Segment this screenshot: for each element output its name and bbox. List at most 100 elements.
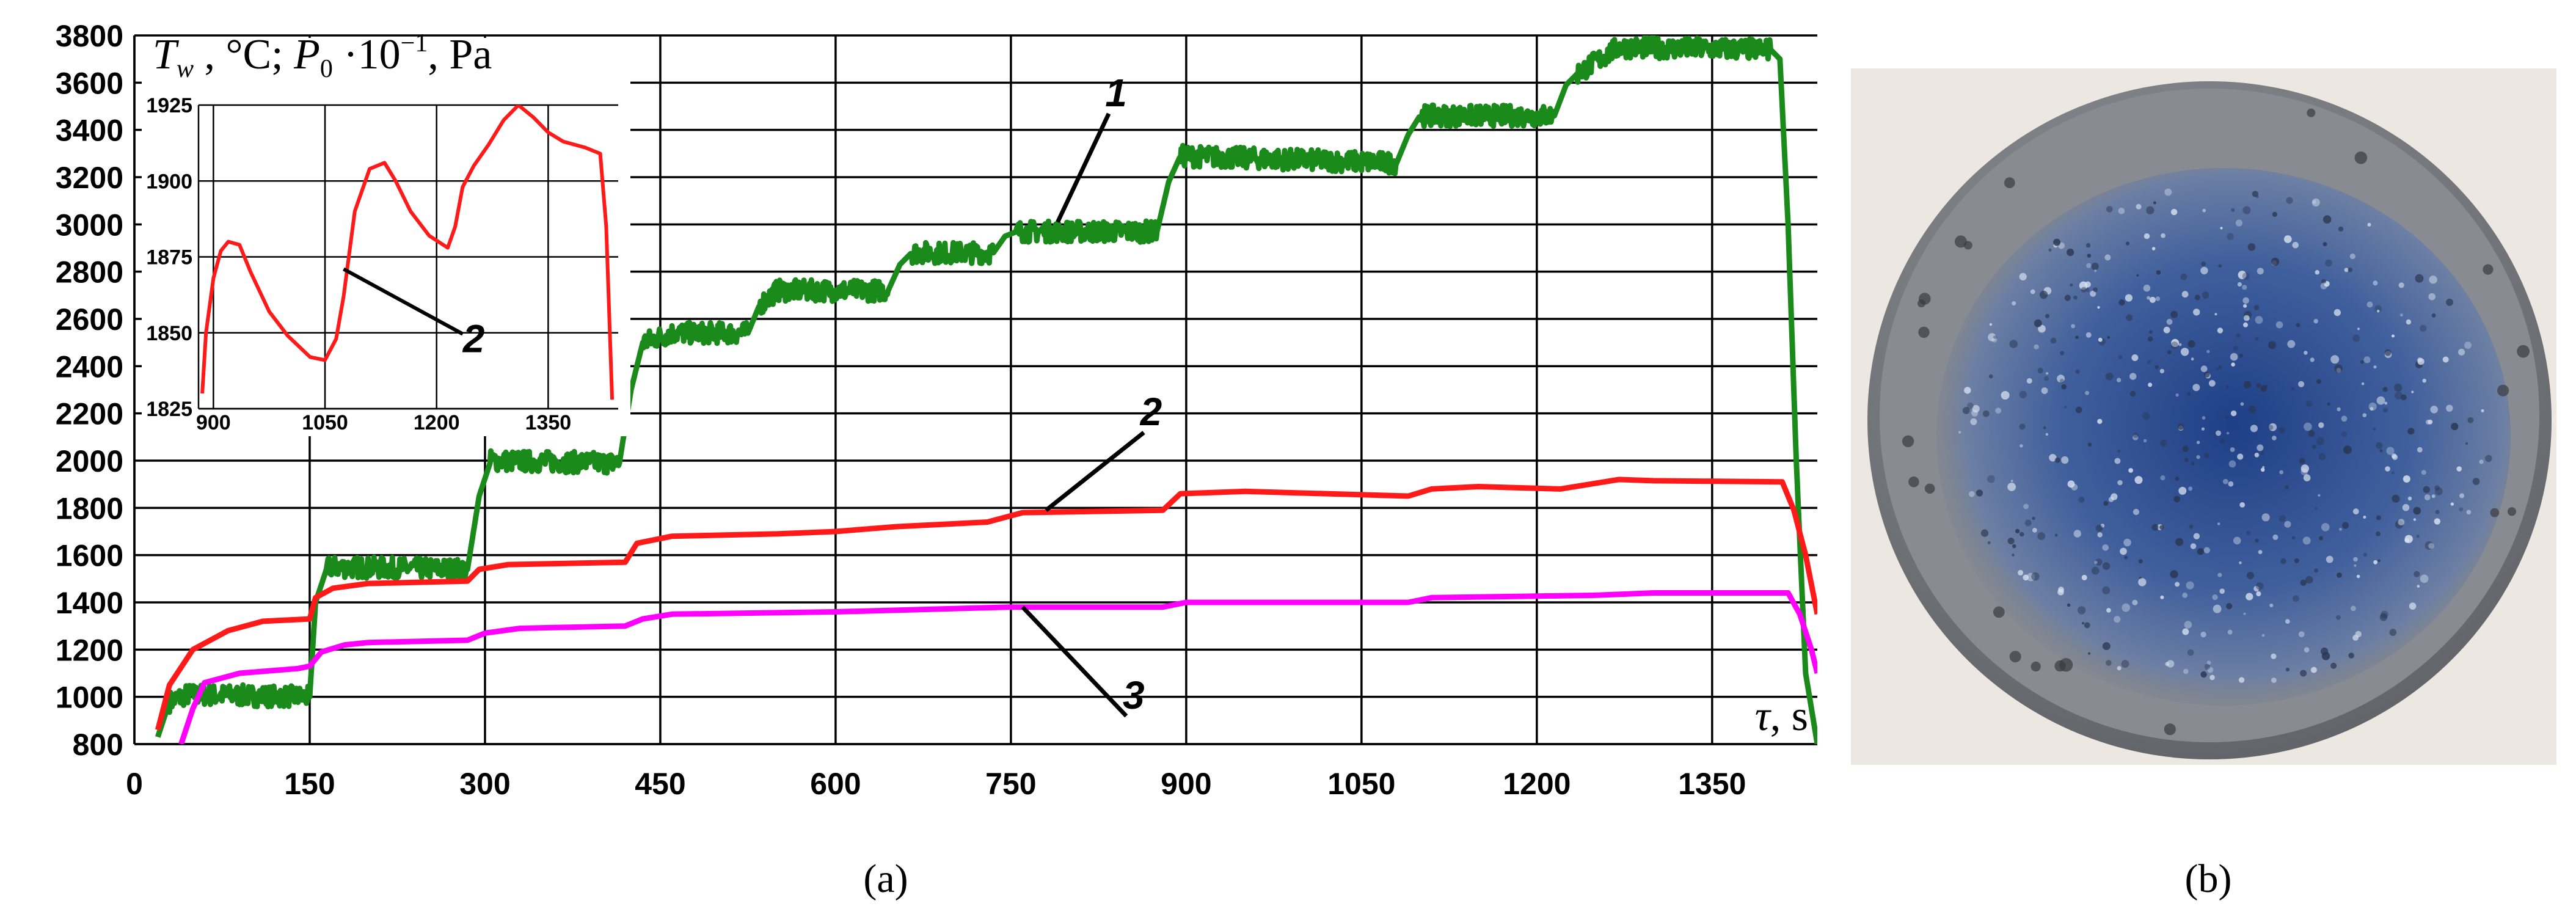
photo-speckle: [2128, 468, 2134, 473]
main-y-ticks: 800 1000 1200 1400 1600 1800 2000 2200 2400 2600 2…: [56, 19, 123, 762]
photo-speckle: [2279, 470, 2284, 475]
photo-speckle: [2098, 337, 2103, 342]
photo-speckle: [2257, 444, 2264, 451]
photo-speckle: [2071, 324, 2076, 329]
photo-speckle: [2367, 222, 2371, 227]
photo-speckle: [2202, 291, 2209, 299]
photo-speckle: [2446, 298, 2454, 306]
photo-speckle: [2255, 582, 2264, 590]
photo-speckle: [2272, 436, 2277, 440]
photo-speckle: [2118, 299, 2125, 306]
main-annotations: 1 2 3: [1021, 71, 1162, 718]
photo-speckle: [2481, 409, 2484, 412]
x-tick-label-900: 900: [1161, 767, 1211, 801]
photo-speckle: [2256, 195, 2259, 199]
photo-speckle: [2327, 402, 2330, 406]
photo-speckle: [2220, 227, 2223, 230]
photo-speckle: [2106, 660, 2112, 666]
photo-edge-pit: [1924, 483, 1935, 494]
photo-speckle: [2242, 297, 2249, 304]
photo-speckle: [2122, 603, 2131, 612]
y-tick-label-1850: 1850: [146, 322, 192, 345]
panel-b-label: (b): [2185, 857, 2232, 901]
photo-speckle: [2373, 428, 2376, 431]
photo-speckle: [2236, 333, 2241, 338]
photo-speckle: [2200, 365, 2208, 373]
photo-speckle: [2429, 276, 2437, 284]
photo-speckle: [2253, 586, 2260, 592]
photo-speckle: [2129, 390, 2136, 397]
photo-speckle: [2428, 419, 2433, 425]
photo-speckle: [2321, 652, 2330, 660]
photo-speckle: [2184, 621, 2192, 629]
photo-speckle: [2467, 417, 2474, 423]
photo-speckle: [2160, 475, 2166, 481]
photo-speckle: [2254, 453, 2260, 458]
photo-speckle: [2114, 458, 2121, 464]
photo-speckle: [2280, 558, 2286, 564]
photo-speckle: [2246, 530, 2251, 535]
photo-speckle: [2197, 548, 2204, 555]
y-tick-label-3400: 3400: [56, 114, 123, 148]
photo-speckle: [2026, 378, 2032, 384]
photo-speckle: [2084, 622, 2090, 629]
photo-edge-pit: [1908, 476, 1919, 488]
photo-speckle: [1988, 374, 1993, 379]
photo-speckle: [2120, 547, 2127, 555]
photo-speckle: [2344, 268, 2349, 272]
photo-speckle: [2322, 215, 2332, 224]
photo-edge-pit: [2507, 507, 2517, 516]
photo-speckle: [2318, 422, 2324, 428]
photo-speckle: [2314, 568, 2319, 573]
x-tick-label-750: 750: [985, 767, 1036, 801]
photo-speckle: [2153, 201, 2156, 205]
photo-speckle: [2160, 439, 2167, 447]
photo-edge-pit: [2517, 345, 2530, 358]
photo-speckle: [2304, 351, 2308, 355]
annotation-label-3: 3: [1123, 673, 1145, 717]
photo-speckle: [2175, 393, 2179, 397]
photo-speckle: [1968, 491, 1975, 497]
photo-speckle: [2376, 310, 2380, 313]
photo-speckle: [2312, 200, 2316, 204]
photo-speckle: [2451, 423, 2459, 431]
x-tick-label-600: 600: [810, 767, 861, 801]
y-tick-label-2200: 2200: [56, 397, 123, 431]
photo-speckle: [1995, 407, 2002, 414]
photo-speckle: [1964, 387, 1971, 394]
photo-speckle: [2356, 574, 2360, 579]
photo-speckle: [2243, 612, 2246, 615]
photo-speckle: [2067, 480, 2075, 488]
photo-speckle: [2111, 493, 2118, 500]
y-tick-label-800: 800: [73, 728, 123, 762]
y-tick-label-3800: 3800: [56, 19, 123, 53]
photo-speckle: [2260, 451, 2264, 455]
photo-speckle: [2203, 547, 2210, 553]
photo-speckle: [2102, 586, 2111, 594]
photo-speckle: [2268, 341, 2276, 349]
photo-speckle: [2379, 449, 2383, 453]
photo-speckle: [2310, 667, 2317, 673]
photo-speckle: [2081, 287, 2087, 293]
photo-speckle: [2391, 453, 2397, 459]
photo-speckle: [2024, 519, 2032, 527]
photo-speckle: [2318, 494, 2321, 497]
photo-speckle: [2434, 485, 2440, 491]
photo-speckle: [2144, 233, 2150, 239]
photo-speckle: [2304, 647, 2310, 652]
photo-speckle: [2201, 261, 2206, 266]
photo-speckle: [2428, 543, 2434, 549]
photo-speckle: [2134, 476, 2143, 484]
photo-speckle: [2091, 566, 2100, 575]
photo-speckle: [2255, 337, 2259, 341]
x-tick-label-150: 150: [284, 767, 335, 801]
photo-edge-pit: [2354, 151, 2368, 164]
photo-speckle: [2284, 521, 2291, 528]
photo-speckle: [2218, 264, 2222, 268]
photo-speckle: [2048, 248, 2052, 252]
photo-speckle: [2207, 667, 2214, 673]
photo-speckle: [2037, 324, 2046, 333]
photo-speckle: [2204, 371, 2210, 378]
photo-speckle: [2147, 336, 2153, 342]
photo-speckle: [2413, 506, 2421, 515]
